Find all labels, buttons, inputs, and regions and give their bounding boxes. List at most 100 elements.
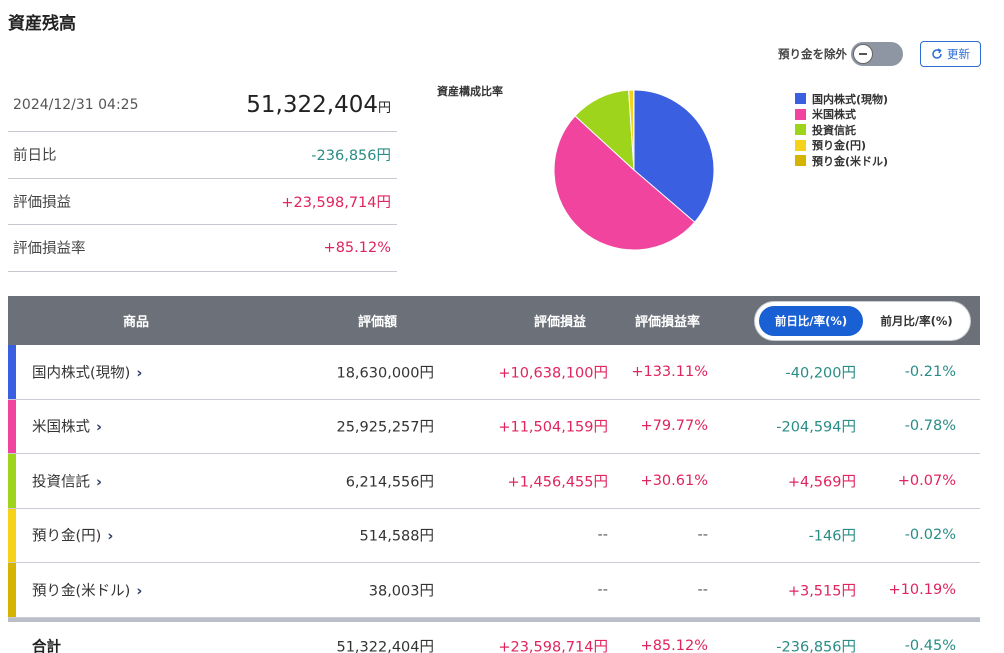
legend-item: 国内株式(現物) — [795, 91, 888, 107]
exclude-deposit-toggle[interactable] — [851, 42, 903, 66]
cell-value: 514,588円 — [359, 528, 434, 545]
page-title: 資産残高 — [8, 14, 76, 34]
legend-item: 預り金(円) — [795, 138, 888, 154]
pie-slice-0 — [633, 89, 715, 223]
cell-pl: +1,456,455円 — [507, 474, 608, 491]
cell-pl: +11,504,159円 — [498, 419, 608, 436]
legend-label: 預り金(円) — [812, 139, 867, 153]
header-pl-rate: 評価損益率 — [635, 315, 701, 330]
table-header: 商品 評価額 評価損益 評価損益率 前日比/率(%) 前月比/率(%) — [8, 296, 980, 345]
summary-datetime: 2024/12/31 04:25 — [13, 96, 139, 113]
chevron-right-icon: › — [96, 474, 102, 491]
cell-day-rate: +0.07% — [897, 472, 956, 489]
legend-item: 預り金(米ドル) — [795, 153, 888, 169]
cell-pl-rate: +30.61% — [640, 472, 708, 489]
refresh-label: 更新 — [947, 47, 970, 61]
table-row: 国内株式(現物) › 18,630,000円 +10,638,100円 +133.… — [8, 345, 980, 400]
legend-swatch — [795, 155, 806, 167]
cell-pl: -- — [597, 581, 608, 598]
product-link[interactable]: 投資信託 › — [32, 470, 102, 491]
product-link[interactable]: 預り金(米ドル) › — [32, 579, 142, 600]
product-link[interactable]: 国内株式(現物) › — [32, 361, 142, 382]
exclude-deposit-toggle-group: 預り金を除外 — [778, 42, 903, 66]
product-name: 投資信託 — [32, 474, 90, 491]
cell-pl-rate: -- — [697, 581, 708, 598]
legend-item: 米国株式 — [795, 107, 888, 123]
cell-day-rate: +10.19% — [888, 581, 956, 598]
legend-swatch — [795, 108, 806, 120]
cell-day-change: +4,569円 — [787, 474, 856, 491]
category-color-bar — [8, 399, 16, 453]
summary-row-day-change: 前日比 -236,856円 — [8, 132, 397, 179]
legend-item: 投資信託 — [795, 122, 888, 138]
chevron-right-icon: › — [96, 419, 102, 436]
category-color-bar — [8, 563, 16, 617]
refresh-icon — [932, 48, 942, 59]
summary-label: 評価損益率 — [13, 241, 86, 258]
table-row: 預り金(米ドル) › 38,003円 -- -- +3,515円 +10.19% — [8, 563, 980, 618]
tab-day-change[interactable]: 前日比/率(%) — [759, 306, 863, 336]
total-amount: 51,322,404 — [246, 91, 378, 118]
cell-day-change: -204,594円 — [776, 419, 856, 436]
chart-legend: 国内株式(現物) 米国株式 投資信託預り金(円) 預り金(米ドル) — [795, 91, 888, 169]
total-value: 51,322,404円 — [336, 639, 434, 653]
cell-day-rate: -0.78% — [904, 418, 956, 435]
table-row: 米国株式 › 25,925,257円 +11,504,159円 +79.77% -… — [8, 399, 980, 454]
category-color-bar — [8, 345, 16, 399]
cell-pl-rate: +79.77% — [640, 418, 708, 435]
total-pl: +23,598,714円 — [498, 639, 608, 653]
summary-value: -236,856円 — [311, 148, 391, 165]
header-value: 評価額 — [358, 315, 398, 330]
product-name: 米国株式 — [32, 419, 90, 436]
product-name: 預り金(米ドル) — [32, 583, 131, 600]
summary-label: 評価損益 — [13, 194, 71, 211]
tab-month-change[interactable]: 前月比/率(%) — [880, 314, 953, 328]
total-pl-rate: +85.12% — [640, 637, 708, 653]
toggle-label: 預り金を除外 — [778, 47, 847, 61]
refresh-button[interactable]: 更新 — [920, 41, 981, 67]
toggle-knob — [853, 44, 873, 64]
table-body: 国内株式(現物) › 18,630,000円 +10,638,100円 +133.… — [8, 345, 980, 618]
cell-value: 25,925,257円 — [336, 419, 434, 436]
legend-label: 国内株式(現物) — [812, 92, 889, 106]
category-color-bar — [8, 454, 16, 508]
cell-day-rate: -0.21% — [904, 363, 956, 380]
cell-value: 38,003円 — [368, 583, 434, 600]
summary-panel: 2024/12/31 04:25 51,322,404円 前日比 -236,85… — [8, 78, 397, 272]
cell-pl: -- — [597, 527, 608, 544]
summary-label: 前日比 — [13, 148, 57, 165]
cell-day-rate: -0.02% — [904, 527, 956, 544]
legend-swatch — [795, 139, 806, 151]
product-link[interactable]: 預り金(円) › — [32, 525, 113, 546]
pie-slice-2 — [574, 89, 635, 172]
cell-pl-rate: -- — [697, 527, 708, 544]
chart-title: 資産構成比率 — [437, 85, 503, 98]
table-row: 預り金(円) › 514,588円 -- -- -146円 -0.02% — [8, 508, 980, 563]
holdings-table: 商品 評価額 評価損益 評価損益率 前日比/率(%) 前月比/率(%) 国内株式… — [8, 296, 980, 653]
header-name: 商品 — [123, 315, 150, 330]
summary-total-row: 2024/12/31 04:25 51,322,404円 — [8, 78, 397, 132]
legend-label: 米国株式 — [812, 108, 856, 122]
summary-row-unrealized-pl: 評価損益 +23,598,714円 — [8, 179, 397, 225]
product-name: 預り金(円) — [32, 528, 102, 545]
summary-total-value: 51,322,404円 — [246, 92, 391, 118]
summary-value: +23,598,714円 — [281, 194, 391, 211]
cell-day-change: -146円 — [808, 528, 856, 545]
summary-row-unrealized-pl-rate: 評価損益率 +85.12% — [8, 225, 397, 272]
legend-label: 投資信託 — [812, 123, 856, 137]
total-label: 合計 — [32, 639, 61, 653]
product-link[interactable]: 米国株式 › — [32, 416, 102, 437]
table-row: 投資信託 › 6,214,556円 +1,456,455円 +30.61% +4,… — [8, 454, 980, 509]
product-name: 国内株式(現物) — [32, 365, 131, 382]
summary-value: +85.12% — [323, 239, 391, 256]
cell-day-change: -40,200円 — [785, 365, 856, 382]
legend-label: 預り金(米ドル) — [812, 154, 889, 168]
header-pl: 評価損益 — [534, 315, 587, 330]
legend-swatch — [795, 93, 806, 105]
category-color-bar — [8, 508, 16, 562]
chevron-right-icon: › — [107, 528, 114, 545]
cell-day-change: +3,515円 — [787, 583, 856, 600]
chevron-right-icon: › — [136, 365, 143, 382]
allocation-pie-chart — [553, 89, 715, 251]
cell-value: 6,214,556円 — [345, 474, 434, 491]
